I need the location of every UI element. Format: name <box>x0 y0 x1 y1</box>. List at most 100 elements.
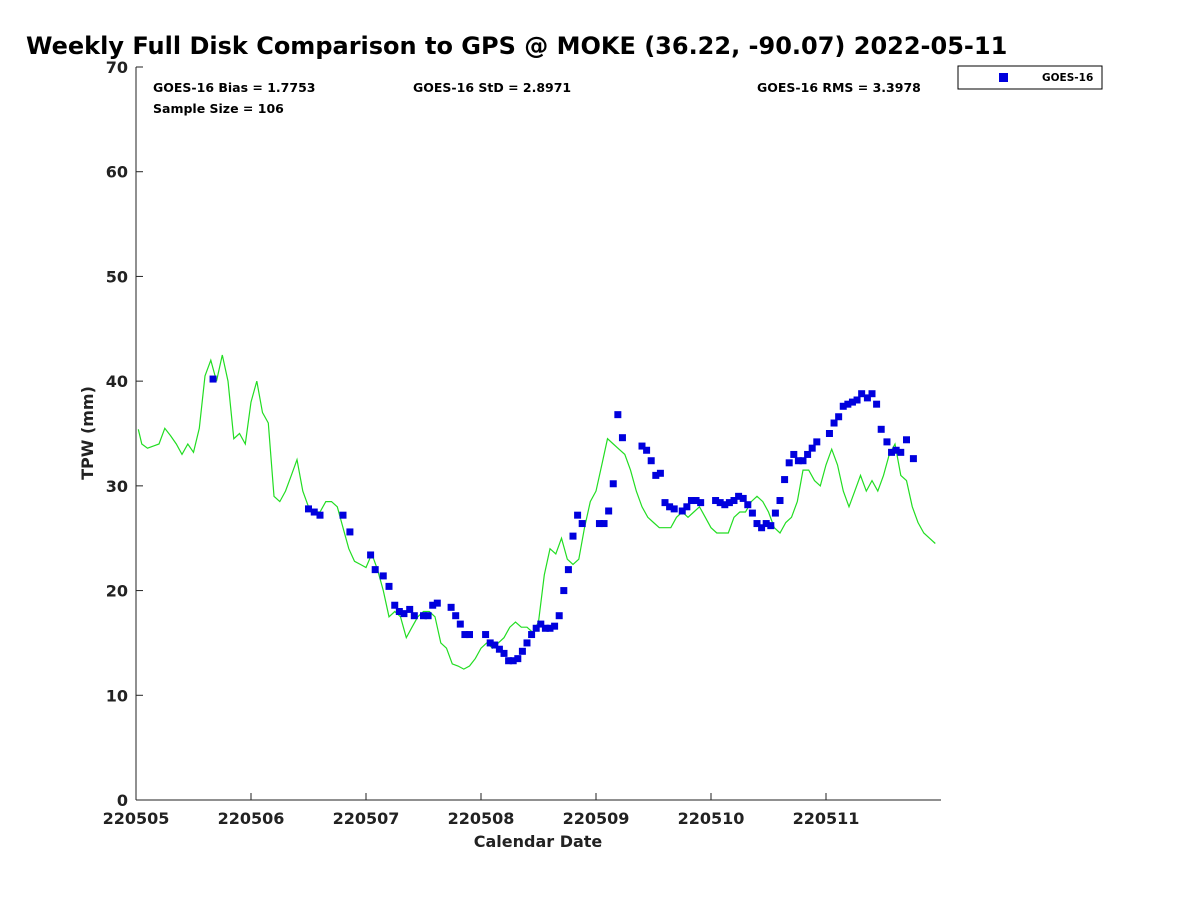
goes16-point <box>452 612 460 620</box>
x-tick-label: 220511 <box>793 809 860 828</box>
goes16-point <box>578 520 586 528</box>
goes16-point <box>830 419 838 427</box>
goes16-point <box>903 436 910 444</box>
x-tick-label: 220506 <box>218 809 285 828</box>
goes16-point <box>605 507 613 515</box>
goes16-point <box>670 505 678 513</box>
goes16-point <box>808 444 816 452</box>
x-tick-label: 220505 <box>103 809 170 828</box>
y-tick-label: 10 <box>106 686 128 705</box>
goes16-point <box>209 375 217 383</box>
goes16-point <box>877 425 885 433</box>
goes16-point <box>730 497 738 505</box>
goes16-point <box>858 390 866 398</box>
goes16-point <box>647 457 655 465</box>
goes16-point <box>551 622 559 630</box>
goes16-point <box>725 499 733 507</box>
goes16-point <box>528 631 536 639</box>
goes16-point <box>429 601 437 609</box>
goes16-point <box>853 396 861 404</box>
goes16-point <box>839 402 847 410</box>
goes16-point <box>687 497 695 505</box>
goes16-point <box>339 511 347 519</box>
goes16-point <box>420 612 427 620</box>
goes16-point <box>678 507 686 515</box>
goes16-point <box>909 455 917 463</box>
goes16-point <box>835 413 843 421</box>
sample-size-stat: Sample Size = 106 <box>153 101 284 116</box>
goes16-series <box>209 375 917 665</box>
goes16-point <box>744 501 752 509</box>
goes16-point <box>523 639 531 647</box>
goes16-point <box>569 532 577 540</box>
goes16-point <box>776 497 784 505</box>
goes16-point <box>656 469 664 477</box>
goes16-point <box>758 524 766 532</box>
goes16-point <box>799 457 807 465</box>
goes16-point <box>367 551 375 559</box>
goes16-point <box>379 572 387 580</box>
goes16-point <box>514 655 522 663</box>
y-tick-label: 0 <box>117 791 128 810</box>
legend-marker-goes16 <box>999 73 1008 82</box>
goes16-point <box>614 411 622 419</box>
goes16-point <box>721 501 729 509</box>
goes16-point <box>509 657 517 665</box>
goes16-point <box>692 497 700 505</box>
goes16-point <box>482 631 490 639</box>
goes16-point <box>424 612 432 620</box>
x-axis-label: Calendar Date <box>474 832 603 851</box>
goes16-point <box>433 599 441 607</box>
x-tick-label: 220510 <box>678 809 745 828</box>
x-tick-label: 220507 <box>333 809 400 828</box>
goes16-point <box>600 520 608 528</box>
goes16-point <box>813 438 821 446</box>
goes16-point <box>400 610 408 618</box>
rms-stat: GOES-16 RMS = 3.3978 <box>757 80 921 95</box>
goes16-point <box>666 503 674 511</box>
legend-label-goes16: GOES-16 <box>1042 72 1093 84</box>
goes16-point <box>532 624 540 632</box>
goes16-point <box>385 582 393 590</box>
goes16-point <box>897 448 905 456</box>
goes16-point <box>844 400 852 408</box>
goes16-point <box>771 509 779 517</box>
goes16-point <box>395 608 403 616</box>
goes16-point <box>466 631 473 639</box>
goes16-point <box>716 499 724 507</box>
goes16-point <box>495 645 503 653</box>
goes16-point <box>790 450 798 458</box>
y-tick-label: 40 <box>106 372 128 391</box>
bias-stat: GOES-16 Bias = 1.7753 <box>153 80 315 95</box>
goes16-point <box>661 499 669 507</box>
goes16-point <box>638 442 646 450</box>
y-tick-label: 20 <box>106 582 128 601</box>
goes16-point <box>643 446 651 454</box>
goes16-point <box>447 603 455 611</box>
y-tick-label: 50 <box>106 267 128 286</box>
goes16-point <box>863 394 871 402</box>
goes16-point <box>505 657 513 665</box>
legend-box <box>957 65 1103 90</box>
goes16-point <box>546 624 554 632</box>
std-stat: GOES-16 StD = 2.8971 <box>413 80 571 95</box>
goes16-point <box>785 459 793 467</box>
goes16-point <box>762 520 770 528</box>
goes16-point <box>560 587 568 595</box>
y-tick-label: 70 <box>106 58 128 77</box>
chart-title: Weekly Full Disk Comparison to GPS @ MOK… <box>26 32 1007 60</box>
goes16-point <box>486 639 494 647</box>
goes16-point <box>892 446 900 454</box>
goes16-point <box>391 601 399 609</box>
goes16-point <box>712 497 720 505</box>
goes16-point <box>491 641 499 649</box>
goes16-point <box>652 471 660 479</box>
goes16-point <box>697 499 705 507</box>
goes16-point <box>883 438 891 446</box>
goes16-point <box>456 620 464 628</box>
axes: 0 10 20 30 40 50 60 70 220505 220506 220507 220508 2… <box>103 58 941 828</box>
goes16-point <box>683 503 691 511</box>
gps-line <box>137 354 936 670</box>
goes16-point <box>781 476 789 484</box>
